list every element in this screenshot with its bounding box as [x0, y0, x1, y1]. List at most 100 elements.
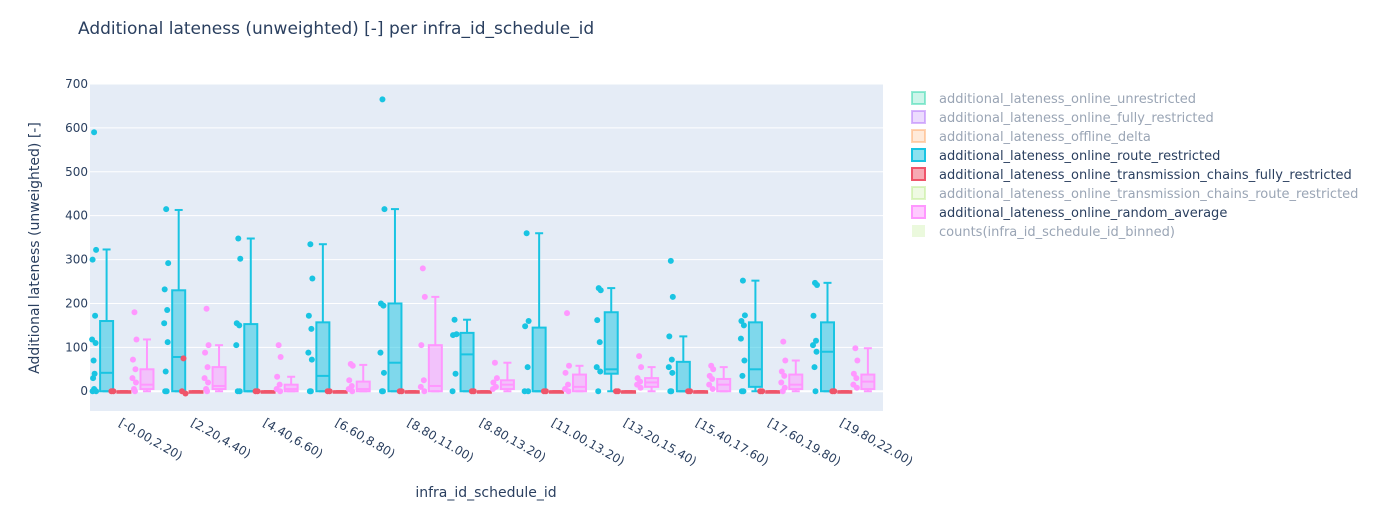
data-point[interactable] [92, 339, 99, 346]
data-point[interactable] [778, 368, 785, 375]
data-point[interactable] [452, 370, 459, 377]
box-group[interactable] [706, 362, 732, 393]
data-point[interactable] [739, 372, 746, 379]
data-point[interactable] [524, 364, 531, 371]
box-group[interactable] [396, 388, 420, 395]
data-point[interactable] [852, 345, 859, 352]
data-point[interactable] [489, 386, 496, 393]
box-iqr[interactable] [459, 331, 475, 393]
data-point[interactable] [449, 388, 456, 395]
data-point[interactable] [525, 388, 532, 395]
box-group[interactable] [613, 388, 637, 395]
box-iqr[interactable] [243, 323, 259, 393]
data-point[interactable] [665, 364, 672, 371]
box-group[interactable] [273, 342, 299, 395]
legend-item[interactable]: additional_lateness_online_transmission_… [911, 167, 1352, 183]
data-point[interactable] [133, 336, 140, 343]
data-point[interactable] [854, 357, 861, 364]
data-point[interactable] [90, 375, 97, 382]
data-point[interactable] [205, 342, 212, 349]
data-point[interactable] [91, 129, 98, 136]
data-point[interactable] [562, 369, 569, 376]
data-point[interactable] [738, 388, 745, 395]
box-iqr[interactable] [315, 321, 331, 393]
data-point[interactable] [780, 338, 787, 345]
data-point[interactable] [418, 342, 425, 349]
data-point[interactable] [666, 333, 673, 340]
data-point[interactable] [380, 369, 387, 376]
data-point[interactable] [782, 357, 789, 364]
box-group[interactable] [757, 388, 781, 395]
data-point[interactable] [164, 339, 171, 346]
box-iqr[interactable] [747, 321, 763, 388]
data-point[interactable] [779, 388, 786, 395]
data-point[interactable] [525, 318, 532, 325]
legend-item[interactable]: counts(infra_id_schedule_id_binned) [912, 225, 1175, 240]
box-group[interactable] [468, 388, 492, 395]
data-point[interactable] [277, 354, 284, 361]
data-point[interactable] [737, 335, 744, 342]
box-iqr[interactable] [139, 368, 155, 391]
data-point[interactable] [669, 369, 676, 376]
data-point[interactable] [522, 323, 529, 330]
box-group[interactable] [305, 241, 331, 395]
legend-item[interactable]: additional_lateness_online_transmission_… [911, 186, 1358, 202]
box-group[interactable] [489, 359, 515, 393]
data-point[interactable] [204, 364, 211, 371]
data-point[interactable] [564, 310, 571, 317]
data-point[interactable] [89, 256, 96, 263]
data-point[interactable] [346, 377, 353, 384]
box-iqr[interactable] [283, 383, 299, 393]
data-point[interactable] [90, 357, 97, 364]
box-group[interactable] [685, 388, 709, 395]
box-group[interactable] [324, 388, 348, 395]
data-point[interactable] [595, 388, 602, 395]
box-group[interactable] [810, 279, 836, 395]
box-iqr[interactable] [531, 326, 547, 393]
legend-item[interactable]: additional_lateness_online_fully_restric… [911, 110, 1214, 126]
data-point[interactable] [161, 286, 168, 293]
box-group[interactable] [593, 285, 619, 395]
box-iqr[interactable] [675, 360, 691, 393]
data-point[interactable] [667, 257, 674, 264]
data-point[interactable] [236, 322, 243, 329]
data-point[interactable] [709, 386, 716, 393]
data-point[interactable] [254, 388, 261, 395]
data-point[interactable] [668, 356, 675, 363]
data-point[interactable] [379, 96, 386, 103]
data-point[interactable] [326, 388, 333, 395]
data-point[interactable] [305, 349, 312, 356]
data-point[interactable] [812, 388, 819, 395]
data-point[interactable] [669, 293, 676, 300]
legend-item[interactable]: additional_lateness_online_route_restric… [911, 148, 1220, 164]
box-group[interactable] [201, 305, 227, 395]
data-point[interactable] [380, 302, 387, 309]
data-point[interactable] [233, 342, 240, 349]
data-point[interactable] [470, 388, 477, 395]
box-group[interactable] [345, 361, 371, 395]
data-point[interactable] [417, 383, 424, 390]
data-point[interactable] [778, 379, 785, 386]
legend-item[interactable]: additional_lateness_offline_delta [911, 129, 1151, 145]
data-point[interactable] [305, 312, 312, 319]
box-group[interactable] [850, 345, 876, 393]
data-point[interactable] [129, 375, 136, 382]
box-group[interactable] [108, 388, 132, 395]
data-point[interactable] [162, 388, 169, 395]
legend-item[interactable]: additional_lateness_online_random_averag… [911, 205, 1227, 221]
data-point[interactable] [597, 368, 604, 375]
legend[interactable]: additional_lateness_online_unrestricteda… [911, 91, 1358, 240]
data-point[interactable] [450, 332, 457, 339]
data-point[interactable] [813, 348, 820, 355]
data-point[interactable] [308, 325, 315, 332]
data-point[interactable] [637, 384, 644, 391]
box-group[interactable] [417, 265, 443, 395]
data-point[interactable] [204, 388, 211, 395]
data-point[interactable] [451, 316, 458, 323]
data-point[interactable] [202, 349, 209, 356]
data-point[interactable] [831, 388, 838, 395]
data-point[interactable] [307, 388, 314, 395]
data-point[interactable] [636, 353, 643, 360]
data-point[interactable] [853, 384, 860, 391]
data-point[interactable] [132, 366, 139, 373]
